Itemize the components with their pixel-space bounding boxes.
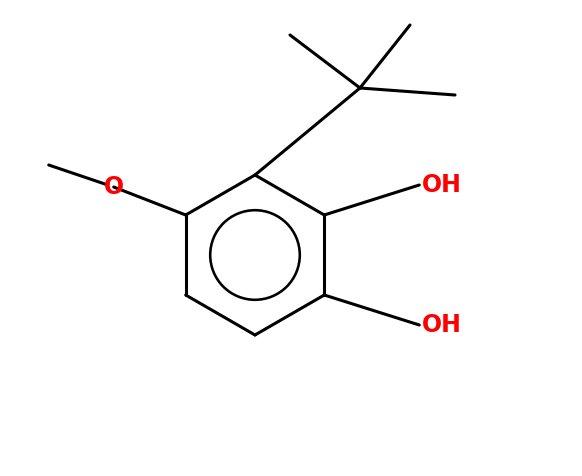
- Text: OH: OH: [423, 313, 462, 337]
- Text: O: O: [104, 175, 124, 199]
- Text: OH: OH: [423, 173, 462, 197]
